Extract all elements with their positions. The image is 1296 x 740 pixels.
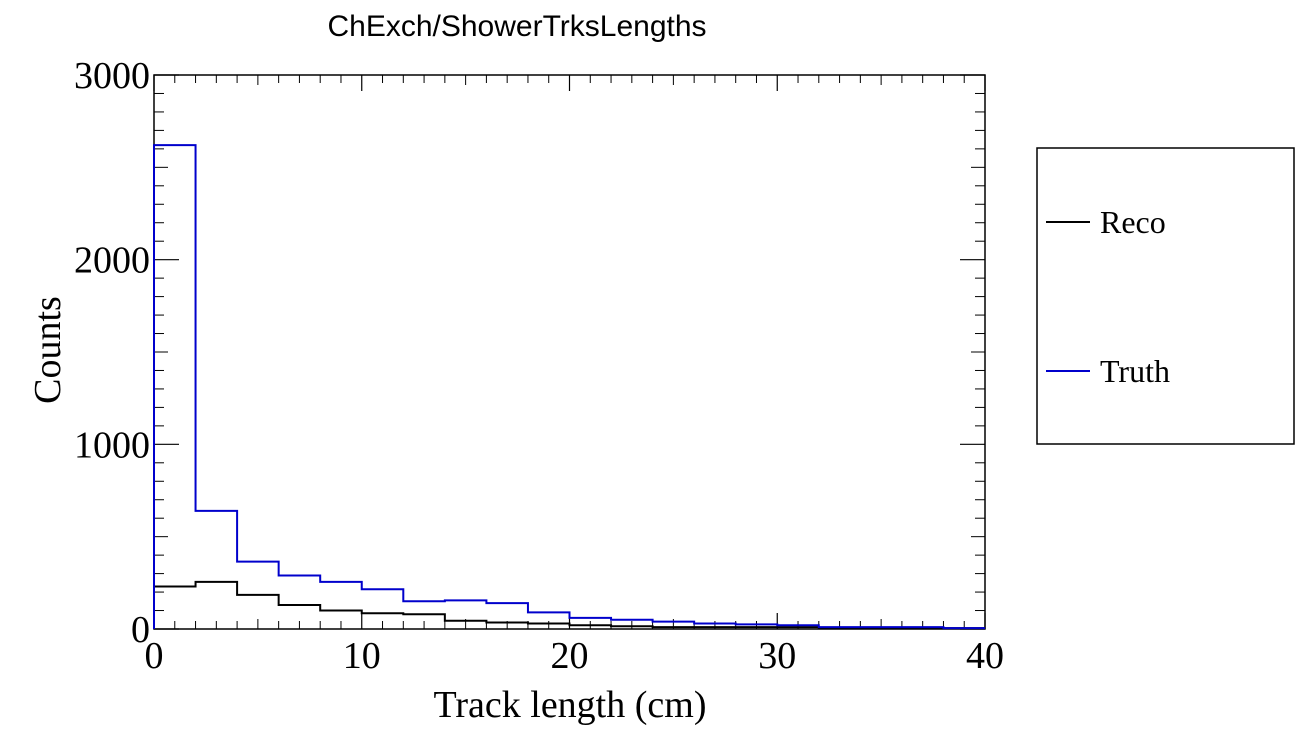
legend-box: [1036, 147, 1295, 445]
x-tick-label: 20: [551, 635, 589, 677]
x-tick-label: 40: [966, 635, 1004, 677]
series-lines: [153, 144, 985, 630]
legend-label-truth: Truth: [1100, 353, 1170, 389]
chart-title: ChExch/ShowerTrksLengths: [327, 10, 706, 43]
legend: Reco Truth: [1046, 204, 1170, 389]
x-axis-label: Track length (cm): [434, 684, 707, 726]
y-axis-label: Counts: [27, 296, 69, 404]
axis-tick-labels: 0 10 20 30 40 0 1000 2000 3000: [74, 55, 1004, 677]
y-tick-label: 1000: [74, 424, 150, 466]
series-truth-line: [153, 144, 985, 630]
plot-frame: [153, 74, 986, 630]
axis-ticks: [153, 74, 986, 630]
y-tick-label: 2000: [74, 240, 150, 282]
x-tick-label: 0: [145, 635, 164, 677]
series-reco-line: [153, 580, 985, 630]
y-tick-label: 0: [131, 609, 150, 651]
x-tick-label: 30: [758, 635, 796, 677]
legend-label-reco: Reco: [1100, 204, 1166, 240]
y-tick-label: 3000: [74, 55, 150, 97]
x-tick-label: 10: [343, 635, 381, 677]
